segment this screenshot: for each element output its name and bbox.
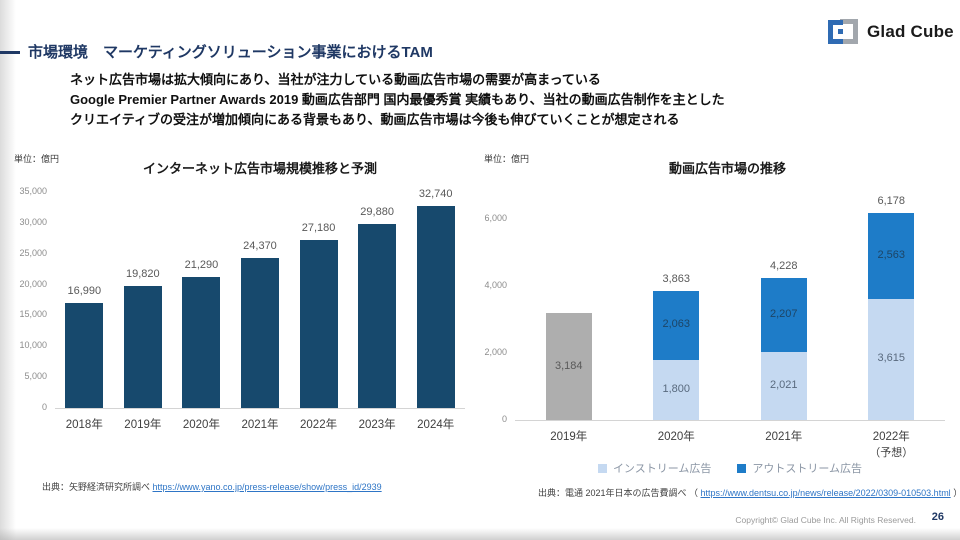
intro-text: ネット広告市場は拡大傾向にあり、当社が注力している動画広告市場の需要が高まってい… — [70, 70, 725, 130]
bar-value-label: 27,180 — [301, 222, 336, 235]
internet-ad-chart-title: インターネット広告市場規模推移と予測 — [142, 161, 377, 176]
segment-value-label: 3,615 — [877, 352, 906, 365]
bar-2022年 — [299, 240, 338, 408]
internet-ad-chart-plot: 0 5,000 10,000 15,000 20,000 25,000 30,000 35,0… — [10, 148, 472, 444]
intro-line-1: ネット広告市場は拡大傾向にあり、当社が注力している動画広告市場の需要が高まってい… — [70, 72, 601, 87]
source-right-prefix: 出典：電通 2021年日本の広告費調べ （ — [538, 488, 701, 498]
source-left-prefix: 出典：矢野経済研究所調べ — [42, 482, 153, 492]
y-axis-tick-label: 25,000 — [19, 247, 47, 258]
legend-item-アウトストリーム広告: アウトストリーム広告 — [737, 460, 862, 476]
x-axis-label: 2021年 — [241, 419, 279, 431]
bar-2019年 — [123, 285, 162, 408]
total-value-label: 4,228 — [769, 260, 798, 273]
bar-2019年 — [545, 313, 592, 420]
x-axis-line — [55, 408, 465, 409]
y-axis-tick-label: 35,000 — [19, 186, 47, 196]
segment-value-label: 2,063 — [662, 318, 691, 331]
segment-アウトストリーム広告-2021年 — [760, 278, 807, 353]
bar-value-label: 21,290 — [184, 258, 219, 271]
segment-アウトストリーム広告-2020年 — [653, 290, 700, 360]
segment-インストリーム広告-2022年 — [868, 298, 915, 420]
total-value-label: 3,863 — [662, 272, 691, 285]
bar-2023年 — [358, 223, 397, 408]
x-axis-label: 2022年 — [872, 431, 910, 443]
x-axis-label: 2022年 — [300, 419, 338, 431]
slide-bottom-edge-shadow — [0, 528, 960, 540]
segment-value-label: 2,021 — [769, 379, 798, 392]
segment-アウトストリーム広告-2022年 — [868, 213, 915, 299]
bar-value-label: 24,370 — [243, 239, 277, 252]
legend-label: アウトストリーム広告 — [752, 463, 863, 475]
bar-value-label: 29,880 — [360, 205, 394, 218]
y-axis-tick-label: 6,000 — [484, 213, 507, 223]
y-axis-tick-label: 20,000 — [19, 278, 47, 289]
page-number: 26 — [931, 511, 944, 523]
y-axis-tick-label: 4,000 — [484, 280, 507, 290]
y-axis-tick-label: 15,000 — [19, 309, 47, 320]
video-ad-chart-legend: インストリーム広告 アウトストリーム広告 — [515, 460, 945, 476]
segment-インストリーム広告-2021年 — [760, 352, 807, 420]
page-title: 市場環境 マーケティングソリューション事業におけるTAM — [28, 44, 433, 61]
legend-swatch — [597, 463, 607, 473]
header-dash-line — [0, 51, 20, 54]
y-axis-tick-label: 0 — [501, 414, 507, 424]
source-right-suffix: ） — [951, 488, 960, 498]
bar-value-label: 32,740 — [418, 187, 453, 200]
legend-label: インストリーム広告 — [612, 463, 712, 475]
glad-cube-logo-text: Glad Cube — [867, 22, 954, 41]
total-value-label: 6,178 — [877, 195, 906, 208]
legend-item-インストリーム広告: インストリーム広告 — [597, 460, 712, 476]
source-note-right: 出典：電通 2021年日本の広告費調べ （ https://www.dentsu… — [538, 486, 960, 499]
y-axis-tick-label: 2,000 — [484, 347, 507, 357]
bar-2018年 — [65, 303, 104, 408]
x-axis-label: 2019年 — [124, 419, 162, 431]
x-axis-line — [515, 420, 945, 421]
x-axis-label: 2020年 — [182, 419, 220, 431]
segment-value-label: 2,207 — [769, 308, 798, 321]
segment-value-label: 1,800 — [662, 382, 691, 395]
x-axis-label: 2023年 — [358, 419, 396, 431]
legend-swatch — [737, 463, 747, 473]
segment-インストリーム広告-2020年 — [653, 359, 700, 420]
unit-label-right: 単位：億円 — [484, 154, 530, 164]
bar-value-label: 16,990 — [67, 285, 102, 298]
glad-cube-logo: Glad Cube — [826, 17, 954, 47]
x-axis-label: 2024年 — [417, 419, 455, 431]
x-axis-label: 2018年 — [65, 419, 103, 431]
bar-value-label: 19,820 — [126, 267, 160, 280]
internet-ad-market-chart: 単位：億円 インターネット広告市場規模推移と予測 0 5,000 10,000 15,… — [10, 148, 472, 444]
video-ad-chart-plot: 0 2,000 4,000 6,000 3,184 2019年 1,800 2,063 3,86… — [480, 148, 955, 488]
bar-2024年 — [416, 205, 455, 408]
source-right-link[interactable]: https://www.dentsu.co.jp/news/release/20… — [700, 488, 951, 498]
source-left-link[interactable]: https://www.yano.co.jp/press-release/sho… — [152, 482, 382, 492]
video-ad-chart-title: 動画広告市場の推移 — [668, 161, 786, 176]
y-axis-tick-label: 0 — [41, 402, 47, 412]
y-axis-tick-label: 30,000 — [19, 216, 47, 227]
bar-2021年 — [241, 257, 279, 408]
bar-value-label: 3,184 — [554, 359, 583, 372]
copyright: Copyright© Glad Cube Inc. All Rights Res… — [735, 515, 916, 525]
y-axis-tick-label: 10,000 — [19, 340, 47, 351]
source-note-left: 出典：矢野経済研究所調べ https://www.yano.co.jp/pres… — [42, 480, 382, 493]
x-axis-label: 2019年 — [550, 431, 588, 443]
intro-line-3: クリエイティブの受注が増加傾向にある背景もあり、動画広告市場は今後も伸びていくこ… — [70, 112, 680, 127]
x-axis-label: 2021年 — [765, 431, 803, 443]
unit-label-left: 単位：億円 — [14, 154, 60, 164]
x-axis-sublabel: （予想） — [869, 447, 914, 459]
bar-2020年 — [182, 276, 221, 408]
segment-value-label: 2,563 — [877, 248, 906, 261]
glad-cube-logo-icon — [828, 19, 858, 44]
video-ad-market-chart: 単位：億円 動画広告市場の推移 0 2,000 4,000 6,000 3,184 201… — [480, 148, 955, 488]
intro-line-2: Google Premier Partner Awards 2019 動画広告部… — [70, 92, 725, 107]
x-axis-label: 2020年 — [657, 431, 695, 443]
y-axis-tick-label: 5,000 — [24, 371, 47, 382]
